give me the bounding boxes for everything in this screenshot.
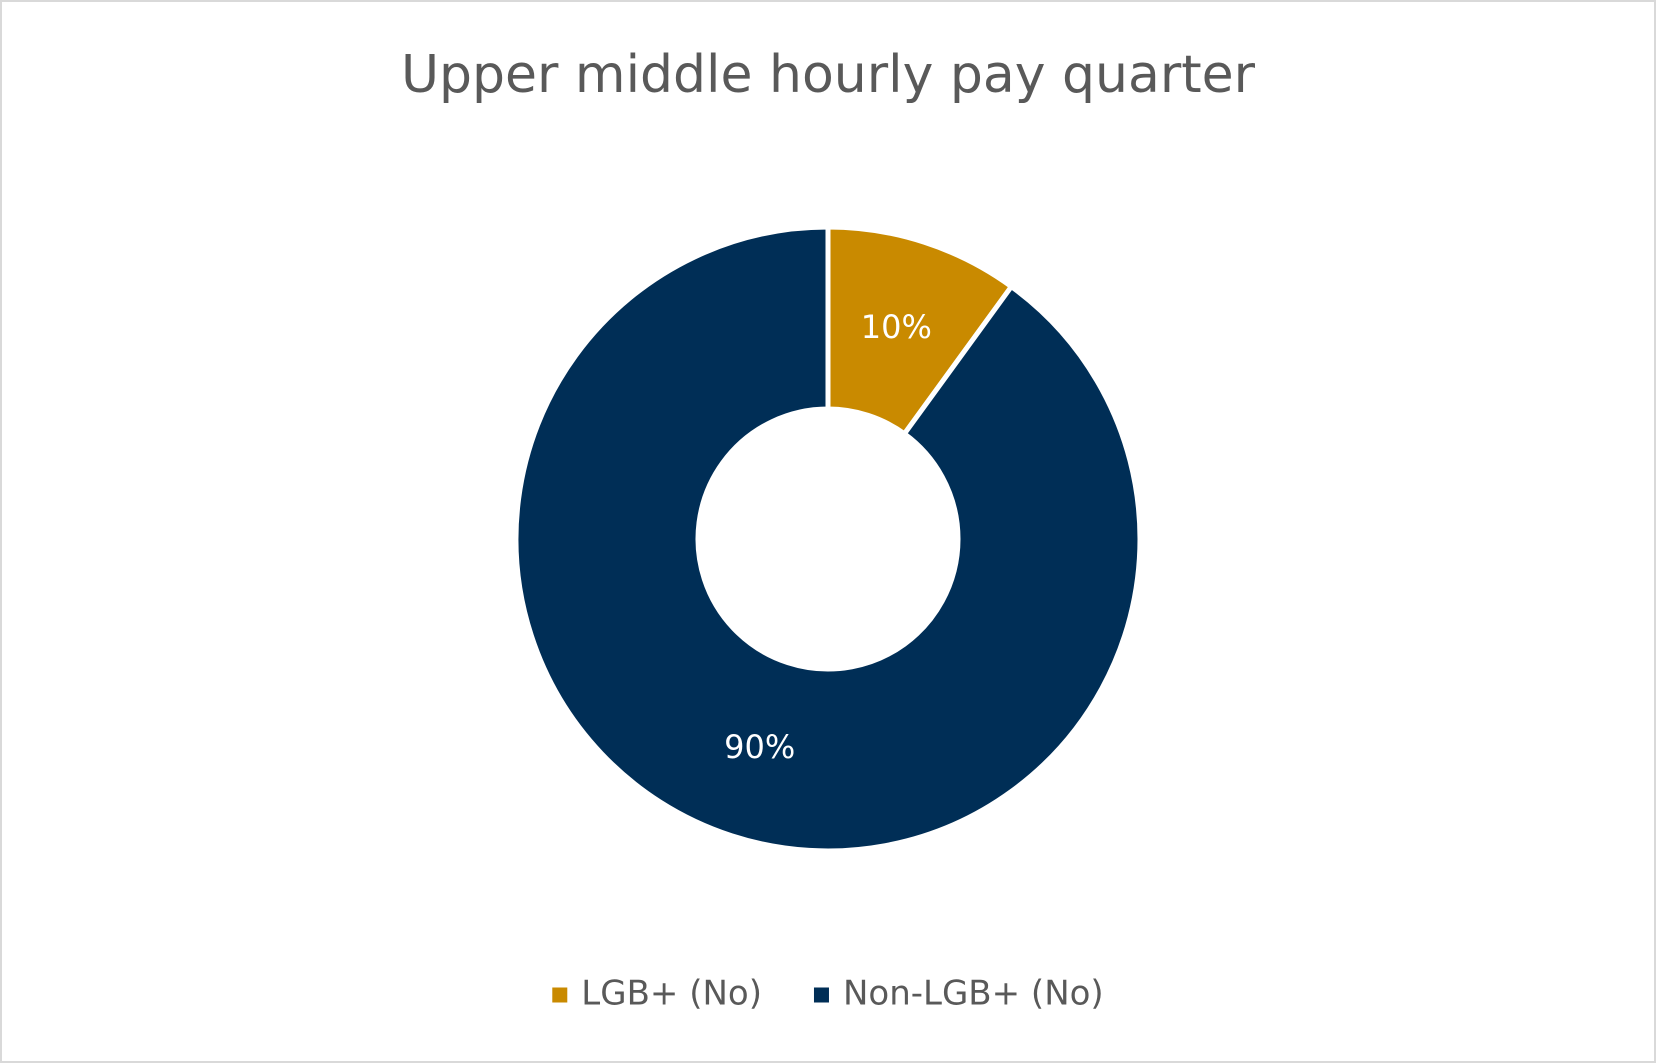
data-label: 90% [724, 728, 795, 766]
donut-segment [825, 224, 1015, 438]
donut-segment [513, 224, 1143, 854]
legend-label: LGB+ (No) [581, 974, 762, 1014]
chart-title: Upper middle hourly pay quarter [401, 45, 1256, 105]
legend-swatch [813, 987, 829, 1003]
legend-swatch [552, 987, 568, 1003]
legend-label: Non-LGB+ (No) [843, 974, 1104, 1014]
data-label: 10% [861, 308, 932, 346]
